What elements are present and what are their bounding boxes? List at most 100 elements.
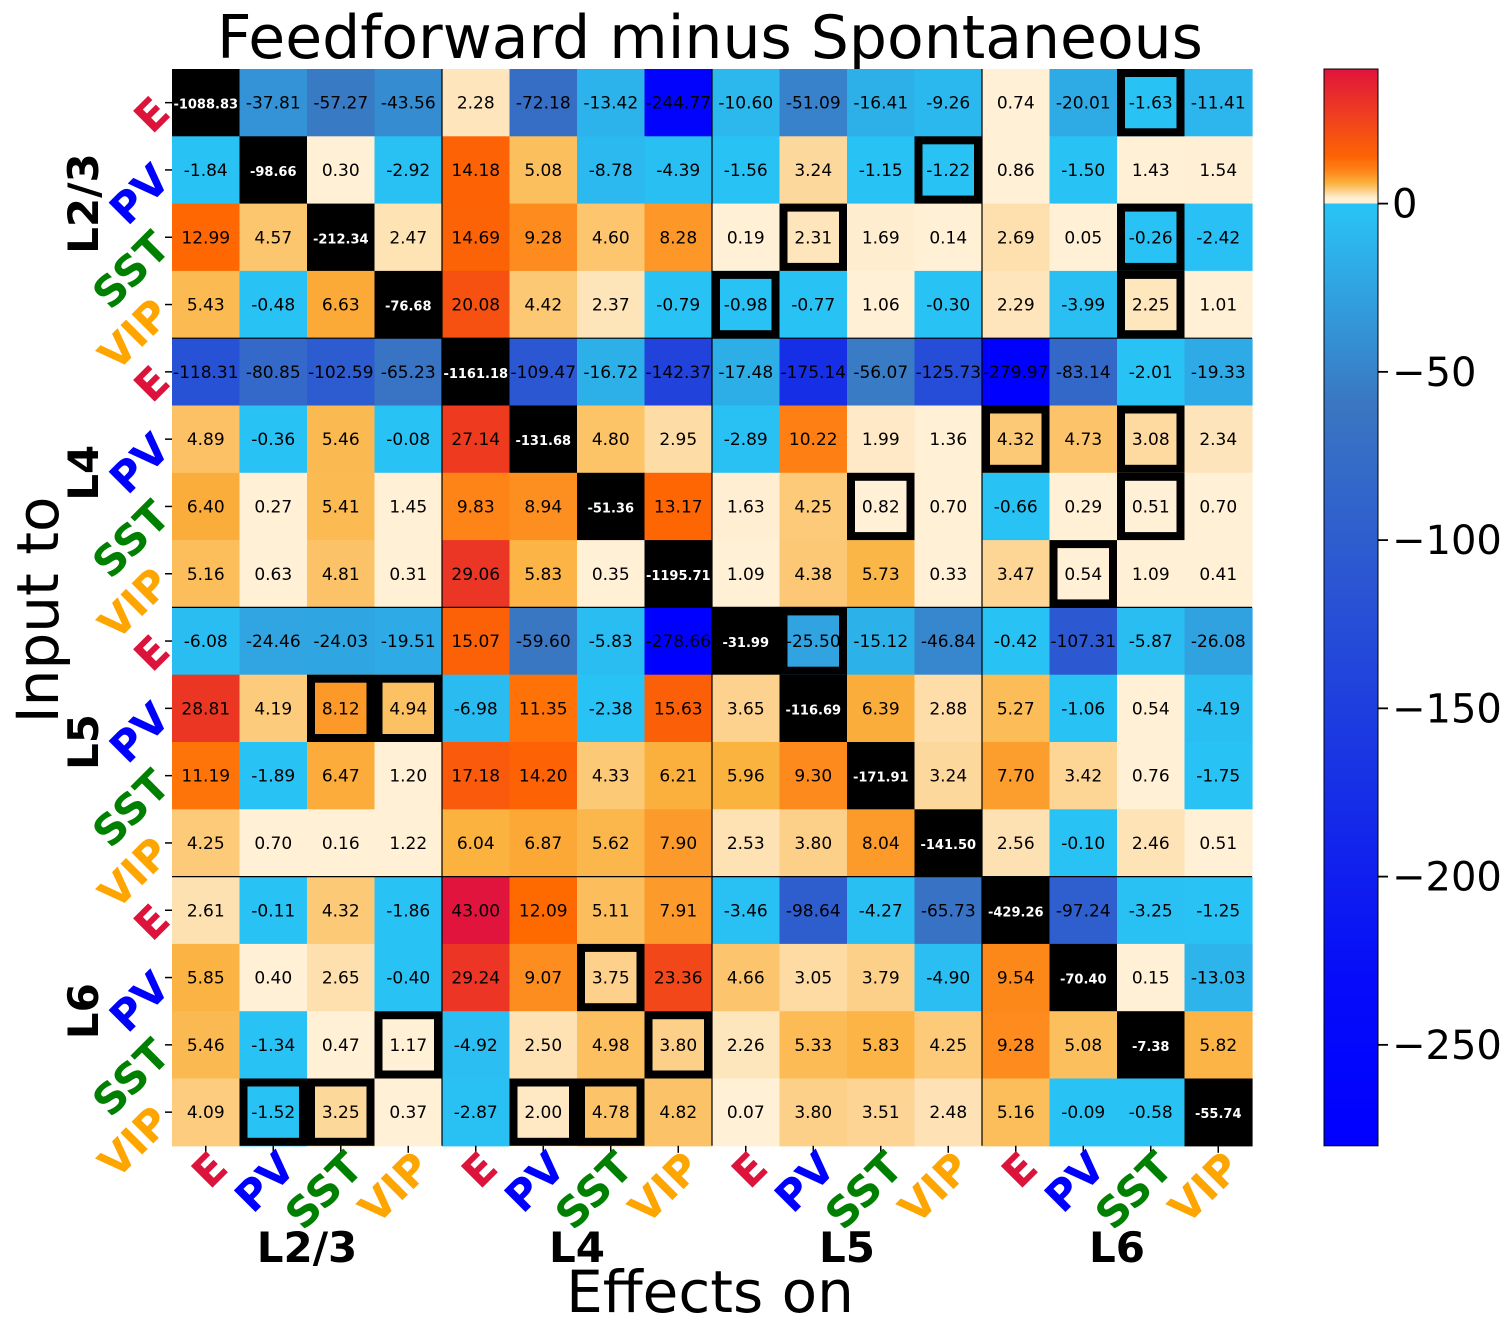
heatmap-cell-r10-c8: [712, 742, 781, 810]
heatmap-cell-r13-c3: [374, 943, 443, 1012]
heatmap-cell-r9-c2: [307, 674, 376, 743]
cell-value-r1-c1: -98.66: [250, 165, 297, 180]
heatmap-cell-r4-c2: [307, 338, 376, 407]
heatmap-cell-r0-c4: [442, 69, 511, 137]
cell-value-r6-c0: 6.40: [187, 497, 225, 517]
cell-value-r4-c8: -17.48: [718, 363, 773, 383]
highlight-box-r9-c3: [374, 674, 442, 743]
heatmap-cell-r3-c11: [914, 270, 983, 339]
heatmap-cell-r0-c11: [914, 69, 983, 137]
heatmap-cell-r2-c5: [509, 203, 578, 272]
heatmap-cell-r0-c10: [847, 69, 916, 137]
cell-value-r1-c5: 5.08: [524, 161, 562, 181]
heatmap-cell-r6-c14: [1117, 472, 1186, 541]
highlight-box-r5-c12: [982, 405, 1050, 473]
cell-value-r5-c9: 10.22: [789, 430, 838, 450]
cell-value-r4-c6: -16.72: [583, 363, 638, 383]
cell-value-r5-c6: 4.80: [592, 430, 630, 450]
heatmap-cell-r6-c5: [509, 472, 578, 541]
cell-value-r6-c5: 8.94: [524, 497, 562, 517]
cell-value-r3-c12: 2.29: [997, 296, 1035, 316]
heatmap-cell-r14-c4: [442, 1011, 511, 1080]
cell-value-r11-c6: 5.62: [592, 834, 630, 854]
heatmap-cell-r9-c5: [509, 674, 578, 743]
heatmap-cells: [172, 69, 1253, 1147]
heatmap-cell-r9-c15: [1184, 674, 1253, 743]
cell-value-r6-c14: 0.51: [1132, 497, 1170, 517]
cell-value-r2-c6: 4.60: [592, 228, 630, 248]
x-axis-label: Effects on: [566, 1258, 854, 1326]
heatmap-cell-r11-c2: [307, 809, 376, 878]
heatmap-cell-r10-c11: [914, 742, 983, 810]
heatmap-cell-r5-c13: [1049, 405, 1118, 474]
cell-value-r5-c11: 1.36: [929, 430, 967, 450]
heatmap-cell-r1-c6: [577, 136, 646, 205]
cell-value-r6-c13: 0.29: [1064, 497, 1102, 517]
cell-value-r10-c5: 14.20: [519, 767, 568, 787]
highlight-box-r5-c14: [1117, 405, 1185, 473]
cell-value-r4-c4: -1161.18: [443, 367, 508, 382]
cell-value-r0-c1: -37.81: [246, 94, 301, 114]
heatmap-cell-r5-c10: [847, 405, 916, 474]
heatmap-cell-r4-c13: [1049, 338, 1118, 407]
heatmap-cell-r12-c13: [1049, 876, 1118, 945]
heatmap-cell-r8-c3: [374, 607, 443, 676]
cell-value-r14-c7: 3.80: [659, 1036, 697, 1056]
heatmap-cell-r8-c8: [712, 607, 781, 676]
heatmap-cell-r8-c0: [172, 607, 241, 676]
highlight-box-r15-c6: [577, 1078, 645, 1146]
heatmap-cell-r5-c15: [1184, 405, 1253, 474]
heatmap-cell-r7-c9: [779, 540, 848, 608]
cell-value-r13-c10: 3.79: [862, 969, 900, 989]
heatmap-cell-r4-c8: [712, 338, 781, 407]
heatmap-cell-r12-c2: [307, 876, 376, 945]
colorbar-tick-label-3: −150: [1392, 686, 1502, 732]
cell-value-r0-c0: -1088.83: [173, 98, 238, 113]
cell-value-r11-c4: 6.04: [457, 834, 495, 854]
cell-value-r3-c0: 5.43: [187, 296, 225, 316]
heatmap-cell-r11-c1: [239, 809, 308, 878]
heatmap-cell-r1-c13: [1049, 136, 1118, 205]
cell-value-r1-c4: 14.18: [451, 161, 500, 181]
heatmap-cell-r12-c9: [779, 876, 848, 945]
heatmap-cell-r12-c8: [712, 876, 781, 945]
heatmap-cell-r7-c1: [239, 540, 308, 608]
cell-value-r1-c2: 0.30: [322, 161, 360, 181]
heatmap-cell-r14-c2: [307, 1011, 376, 1080]
cell-value-r5-c4: 27.14: [451, 430, 500, 450]
heatmap-cell-r9-c7: [644, 674, 713, 743]
cell-value-r2-c3: 2.47: [389, 228, 427, 248]
heatmap-cell-r1-c10: [847, 136, 916, 205]
heatmap-cell-r2-c7: [644, 203, 713, 272]
y-layer-label-2: L5: [59, 714, 108, 770]
heatmap-cell-r6-c0: [172, 472, 241, 541]
cell-value-r2-c2: -212.34: [313, 232, 369, 247]
cell-value-r9-c7: 15.63: [654, 699, 703, 719]
heatmap-cell-r11-c3: [374, 809, 443, 878]
y-tick-label-5: PV: [100, 423, 180, 503]
heatmap-cell-r1-c11: [914, 136, 983, 205]
cell-value-r7-c2: 4.81: [322, 565, 360, 585]
heatmap-cell-r1-c0: [172, 136, 241, 205]
heatmap-cell-r9-c9: [779, 674, 848, 743]
heatmap-cell-r6-c1: [239, 472, 308, 541]
cell-value-r12-c3: -1.86: [386, 901, 430, 921]
heatmap-cell-r12-c0: [172, 876, 241, 945]
cell-value-r3-c4: 20.08: [451, 296, 500, 316]
heatmap-cell-r5-c6: [577, 405, 646, 474]
heatmap-cell-r9-c4: [442, 674, 511, 743]
heatmap-cell-r4-c14: [1117, 338, 1186, 407]
heatmap-cell-r3-c0: [172, 270, 241, 339]
cell-value-r15-c14: -0.58: [1129, 1103, 1173, 1123]
cell-value-r13-c3: -0.40: [386, 969, 430, 989]
y-layer-label-1: L4: [59, 445, 108, 501]
heatmap-cell-r12-c12: [982, 876, 1051, 945]
heatmap-cell-r13-c7: [644, 943, 713, 1012]
cell-value-r3-c9: -0.77: [791, 296, 835, 316]
cell-value-r2-c1: 4.57: [254, 228, 292, 248]
heatmap-cell-r6-c7: [644, 472, 713, 541]
heatmap-cell-r7-c5: [509, 540, 578, 608]
heatmap-cell-r5-c4: [442, 405, 511, 474]
cell-value-r14-c15: 5.82: [1199, 1036, 1237, 1056]
heatmap-cell-r13-c6: [577, 943, 646, 1012]
